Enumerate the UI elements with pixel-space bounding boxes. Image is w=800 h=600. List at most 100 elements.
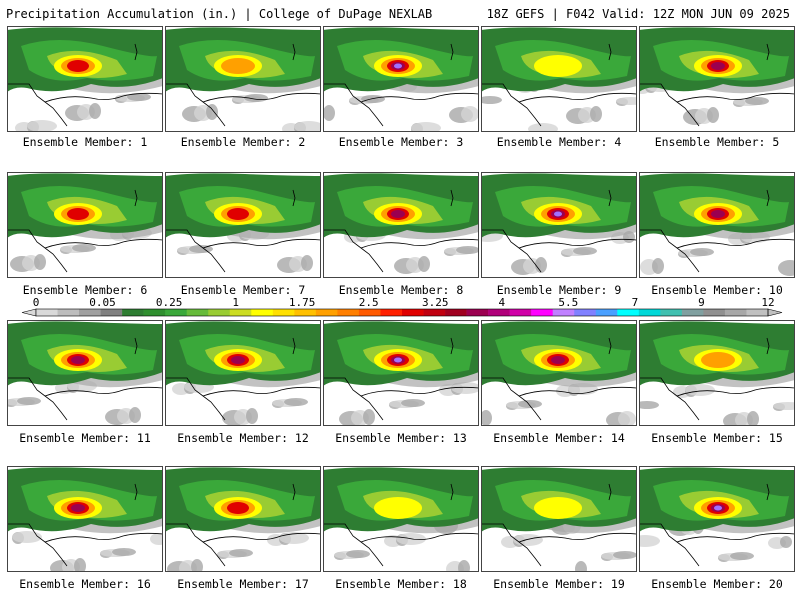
- precip-map: [323, 466, 479, 572]
- ensemble-map-panel: [7, 26, 163, 132]
- ensemble-member-label: Ensemble Member: 15: [651, 431, 783, 445]
- ensemble-member-label: Ensemble Member: 3: [338, 135, 464, 149]
- precip-map: [481, 320, 637, 426]
- ensemble-map-panel: [481, 172, 637, 278]
- colorbar-graphic: 0 0.05 0.25 1 1.75 2.5 3.25 4 5.5 7 9 12: [21, 296, 783, 317]
- precip-map: [323, 26, 479, 132]
- colorbar-bin: [186, 309, 209, 316]
- colorbar-bin: [445, 309, 467, 316]
- ensemble-map-panel: [481, 26, 637, 132]
- ensemble-map-panel: [481, 320, 637, 426]
- colorbar-bin: [36, 309, 58, 316]
- precip-map: [7, 466, 163, 572]
- precip-map: [7, 320, 163, 426]
- ensemble-member-label: Ensemble Member: 12: [177, 431, 309, 445]
- precip-colorbar: 0 0.05 0.25 1 1.75 2.5 3.25 4 5.5 7 9 12: [0, 296, 800, 320]
- colorbar-bin: [724, 309, 747, 316]
- colorbar-bin: [251, 309, 274, 316]
- precip-map: [639, 172, 795, 278]
- ensemble-member-label: Ensemble Member: 18: [335, 577, 467, 591]
- colorbar-bin: [574, 309, 597, 316]
- ensemble-member-label: Ensemble Member: 10: [651, 283, 783, 297]
- colorbar-bin: [79, 309, 101, 316]
- colorbar-bin: [100, 309, 123, 316]
- ensemble-member-label: Ensemble Member: 20: [651, 577, 783, 591]
- colorbar-bin: [552, 309, 575, 316]
- colorbar-bin: [315, 309, 338, 316]
- colorbar-tick-label: 7: [632, 296, 639, 309]
- colorbar-bin: [165, 309, 188, 316]
- precip-map: [7, 26, 163, 132]
- ensemble-map-panel: [323, 26, 479, 132]
- colorbar-bin: [595, 309, 618, 316]
- colorbar-tick-label: 4: [499, 296, 506, 309]
- colorbar-tick-label: 12: [761, 296, 774, 309]
- precip-map: [165, 320, 321, 426]
- precip-map: [165, 466, 321, 572]
- colorbar-bin: [358, 309, 381, 316]
- colorbar-bin: [703, 309, 726, 316]
- colorbar-high-arrow: [767, 308, 783, 317]
- ensemble-member-label: Ensemble Member: 6: [22, 283, 148, 297]
- colorbar-bin: [57, 309, 80, 316]
- ensemble-map-panel: [639, 26, 795, 132]
- colorbar-tick-label: 3.25: [422, 296, 449, 309]
- colorbar-tick-label: 0.05: [89, 296, 116, 309]
- ensemble-map-panel: [323, 320, 479, 426]
- ensemble-member-label: Ensemble Member: 1: [22, 135, 148, 149]
- ensemble-map-panel: [165, 320, 321, 426]
- ensemble-map-panel: [639, 466, 795, 572]
- model-valid-time: 18Z GEFS | F042 Valid: 12Z MON JUN 09 20…: [486, 7, 790, 21]
- ensemble-member-label: Ensemble Member: 19: [493, 577, 625, 591]
- precip-map: [481, 172, 637, 278]
- colorbar-tick-label: 9: [698, 296, 705, 309]
- colorbar-bin: [380, 309, 403, 316]
- colorbar-tick-label: 0: [33, 296, 40, 309]
- colorbar-tick-label: 1: [232, 296, 239, 309]
- colorbar-bin: [337, 309, 360, 316]
- colorbar-bin: [122, 309, 144, 316]
- precip-map: [165, 172, 321, 278]
- ensemble-map-panel: [7, 172, 163, 278]
- colorbar-bin: [660, 309, 683, 316]
- ensemble-map-panel: [323, 172, 479, 278]
- precip-map: [323, 320, 479, 426]
- precip-map: [323, 172, 479, 278]
- ensemble-member-label: Ensemble Member: 13: [335, 431, 467, 445]
- colorbar-bin: [143, 309, 166, 316]
- map-title: Precipitation Accumulation (in.) | Colle…: [6, 7, 433, 21]
- precip-map: [481, 26, 637, 132]
- precip-map: [639, 320, 795, 426]
- ensemble-member-label: Ensemble Member: 14: [493, 431, 625, 445]
- ensemble-map-panel: [165, 466, 321, 572]
- ensemble-member-label: Ensemble Member: 5: [654, 135, 780, 149]
- ensemble-member-label: Ensemble Member: 4: [496, 135, 622, 149]
- ensemble-map-panel: [7, 320, 163, 426]
- ensemble-map-panel: [323, 466, 479, 572]
- ensemble-member-label: Ensemble Member: 9: [496, 283, 622, 297]
- colorbar-bin: [509, 309, 532, 316]
- colorbar-tick-label: 2.5: [359, 296, 379, 309]
- precip-map: [639, 466, 795, 572]
- colorbar-bin: [402, 309, 424, 316]
- ensemble-member-label: Ensemble Member: 8: [338, 283, 464, 297]
- colorbar-bin: [466, 309, 489, 316]
- colorbar-tick-label: 1.75: [289, 296, 316, 309]
- precip-map: [165, 26, 321, 132]
- colorbar-bin: [229, 309, 252, 316]
- colorbar-bin: [638, 309, 661, 316]
- ensemble-member-label: Ensemble Member: 2: [180, 135, 306, 149]
- colorbar-bin: [294, 309, 317, 316]
- ensemble-member-label: Ensemble Member: 7: [180, 283, 306, 297]
- precip-map: [7, 172, 163, 278]
- ensemble-member-label: Ensemble Member: 17: [177, 577, 309, 591]
- colorbar-bin: [681, 309, 704, 316]
- colorbar-bin: [531, 309, 554, 316]
- ensemble-map-panel: [7, 466, 163, 572]
- precip-map: [481, 466, 637, 572]
- colorbar-bin: [208, 309, 231, 316]
- colorbar-bin: [488, 309, 510, 316]
- colorbar-low-arrow: [21, 308, 37, 317]
- colorbar-bin: [272, 309, 295, 316]
- colorbar-bin: [617, 309, 640, 316]
